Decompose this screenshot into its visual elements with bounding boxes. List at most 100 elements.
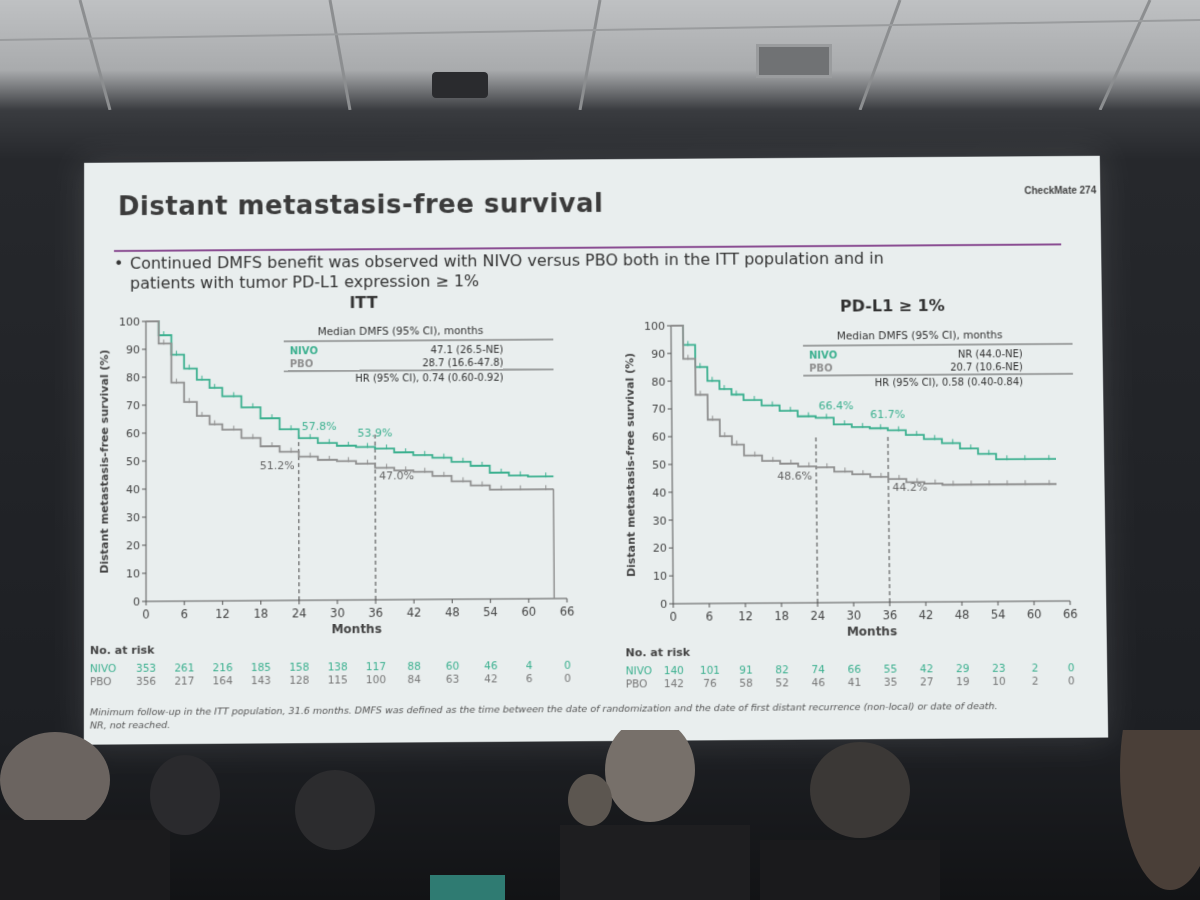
- projected-slide: CheckMate 274 Distant metastasis-free su…: [84, 156, 1108, 745]
- chart1-y-tick-label: 70: [126, 399, 140, 412]
- chart1-label-pbo-24: 51.2%: [260, 459, 295, 472]
- chart2-at-risk-value: 35: [884, 677, 898, 689]
- chart1-at-risk-value: 84: [408, 674, 422, 686]
- chart2-y-tick-label: 10: [653, 570, 667, 583]
- chart2-at-risk-value: 41: [848, 677, 862, 689]
- chart2-y-tick-label: 90: [651, 347, 665, 360]
- chart2-at-risk-value: 19: [956, 676, 970, 688]
- chart2-at-risk-value: 91: [739, 664, 753, 676]
- chart2-at-risk-value: 140: [664, 665, 684, 677]
- chart2-ref-line-24: [816, 436, 818, 603]
- chart1-at-risk-value: 0: [564, 673, 571, 685]
- chart1-y-axis-label: Distant metastasis-free survival (%): [98, 349, 111, 573]
- chart2-at-risk-title: No. at risk: [625, 646, 690, 660]
- chart2-series-0-median: NR (44.0-NE): [958, 349, 1023, 360]
- chart1-x-tick-label: 60: [521, 605, 536, 619]
- chart2-at-risk-value: 46: [812, 677, 826, 689]
- chart2-at-risk-value: 2: [1032, 676, 1039, 688]
- chart1-table-rule-top: [284, 339, 554, 341]
- chart1-pbo-drop: [554, 489, 555, 598]
- footnote: Minimum follow-up in the ITT population,…: [90, 699, 1094, 732]
- chart2-at-risk-value: 10: [992, 676, 1006, 688]
- chart2-median-header: Median DMFS (95% CI), months: [837, 329, 1003, 342]
- chart1-at-risk-value: 4: [526, 660, 533, 672]
- chart2-label-nivo-24: 66.4%: [819, 400, 854, 413]
- chart2-at-risk-row-1-name: PBO: [626, 678, 648, 690]
- chart2-table-rule-bottom: [803, 374, 1073, 376]
- chart2-x-tick-label: 12: [738, 609, 753, 623]
- chart2-x-tick-label: 30: [846, 608, 861, 622]
- chart1-x-tick-label: 48: [445, 605, 460, 619]
- chart1-at-risk-value: 42: [484, 673, 497, 685]
- chart2-at-risk-value: 42: [920, 663, 934, 675]
- chart2-series-1-curve: [671, 323, 1056, 487]
- chart1-at-risk-value: 128: [289, 675, 309, 687]
- chart1-at-risk-value: 138: [328, 661, 348, 673]
- chart1-at-risk-value: 356: [136, 676, 156, 688]
- chart2-y-tick-label: 70: [652, 403, 666, 416]
- chart1-at-risk-value: 158: [289, 662, 309, 674]
- chart1-label-nivo-24: 57.8%: [302, 420, 337, 433]
- chart1-series-0-name: NIVO: [290, 346, 318, 357]
- chart2-x-tick-label: 66: [1063, 607, 1078, 621]
- chart1-at-risk-value: 117: [366, 661, 386, 673]
- chart1-y-tick-label: 90: [126, 343, 140, 356]
- chart1-at-risk-value: 100: [366, 674, 386, 686]
- chart2-label-pbo-24: 48.6%: [777, 469, 812, 482]
- chart1-y-tick-label: 50: [126, 455, 140, 468]
- chart1-y-tick-label: 100: [119, 315, 140, 328]
- chart1-x-tick-label: 18: [254, 607, 269, 621]
- chart2-y-tick-label: 80: [651, 375, 665, 388]
- chart2-y-tick-label: 100: [644, 320, 665, 333]
- chart2-table-rule-top: [803, 344, 1073, 346]
- chart1-y-tick-label: 0: [133, 595, 140, 608]
- chart2-at-risk-value: 101: [700, 665, 720, 677]
- chart2-x-tick-label: 6: [706, 609, 713, 623]
- chart1-title: ITT: [349, 293, 377, 312]
- chart1-at-risk-value: 63: [446, 674, 459, 686]
- chart2-label-nivo-36: 61.7%: [870, 408, 905, 421]
- chart1-table-rule-bottom: [284, 369, 554, 371]
- chart2-x-tick-label: 18: [774, 609, 789, 623]
- chart1-at-risk-value: 261: [174, 662, 194, 674]
- chart2-title: PD-L1 ≥ 1%: [840, 296, 945, 316]
- chart2-hr-text: HR (95% CI), 0.58 (0.40-0.84): [875, 377, 1023, 389]
- chart1-at-risk-value: 143: [251, 675, 271, 687]
- chart1-at-risk-value: 88: [407, 661, 420, 673]
- chart2-at-risk-value: 82: [775, 664, 789, 676]
- chart2-y-tick-label: 50: [652, 458, 666, 471]
- chart1-at-risk-value: 115: [328, 674, 348, 686]
- ceiling: [0, 0, 1200, 110]
- chart2-series-0-curve: [671, 323, 1056, 462]
- chart2-x-tick-label: 36: [882, 608, 897, 622]
- chart2-at-risk-value: 55: [884, 663, 898, 675]
- chart2-at-risk-value: 52: [776, 677, 790, 689]
- chart2-at-risk-value: 23: [992, 663, 1006, 675]
- chart1-y-tick-label: 20: [126, 539, 140, 552]
- chart1-at-risk-value: 46: [484, 660, 497, 672]
- chart2-x-tick-label: 24: [810, 609, 825, 623]
- chart2-series-0-name: NIVO: [809, 350, 837, 361]
- chart1-x-tick-label: 54: [483, 605, 498, 619]
- chart2-x-tick-label: 54: [991, 607, 1006, 621]
- chart1-x-tick-label: 12: [215, 607, 230, 621]
- chart2-x-tick-label: 42: [919, 608, 934, 622]
- chart2-at-risk-value: 29: [956, 663, 970, 675]
- chart2-y-tick-label: 0: [660, 598, 667, 611]
- km-charts: ITT01020304050607080901000 6 12 18 24 30 36 42 4…: [84, 156, 1108, 703]
- chart1-at-risk-value: 60: [446, 660, 459, 672]
- chart1-at-risk-row-0-name: NIVO: [90, 663, 116, 675]
- chart2-series-1-median: 20.7 (10.6-NE): [950, 362, 1023, 374]
- chart1-at-risk-value: 217: [174, 675, 194, 687]
- chart1-x-tick-label: 6: [181, 607, 188, 621]
- chart2-y-tick-label: 40: [652, 486, 666, 499]
- chart1-series-1-name: PBO: [290, 359, 313, 370]
- chart1-median-header: Median DMFS (95% CI), months: [318, 325, 484, 338]
- chart2-at-risk-value: 0: [1068, 662, 1075, 674]
- chart1-at-risk-value: 6: [526, 673, 533, 685]
- chart1-series-0-median: 47.1 (26.5-NE): [431, 345, 504, 356]
- chart1-ref-line-36: [375, 432, 376, 600]
- chart2-at-risk-value: 27: [920, 676, 934, 688]
- chart2-at-risk-value: 0: [1068, 675, 1075, 687]
- chart2-label-pbo-36: 44.2%: [892, 481, 927, 494]
